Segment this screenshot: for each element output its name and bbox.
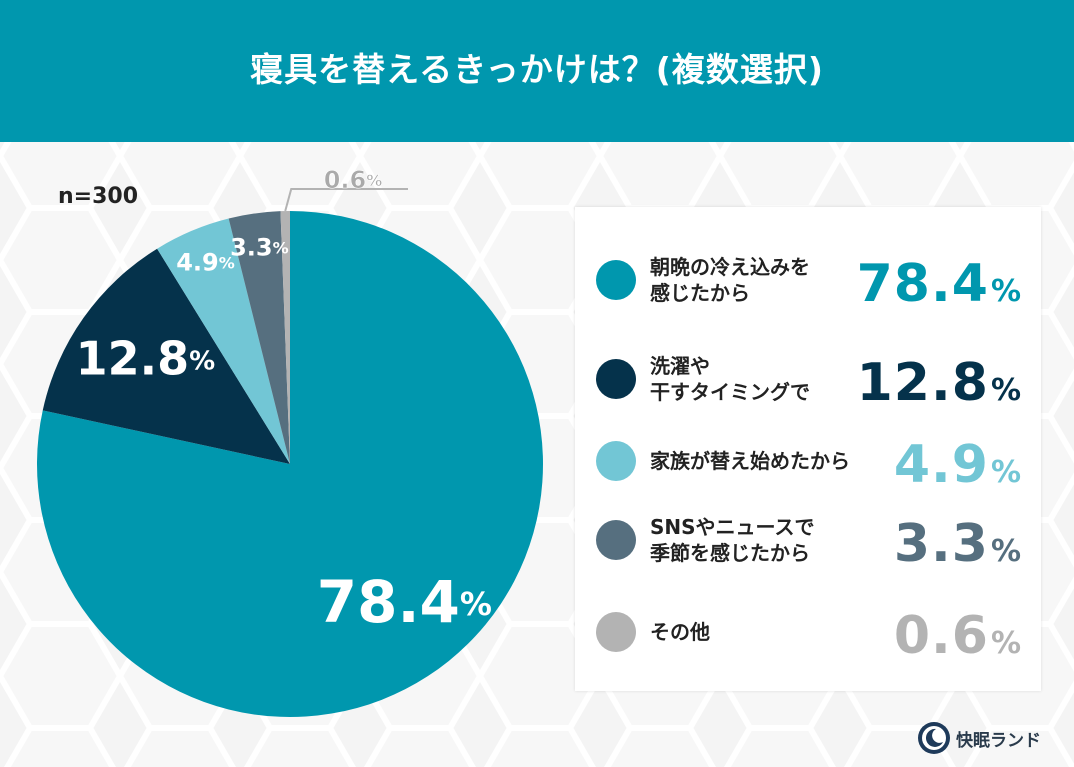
brand-logo: 快眠ランド [917,721,1041,755]
legend-value-percent: % [990,626,1021,661]
legend-value-percent: % [990,455,1021,490]
legend-color-dot [596,260,636,300]
legend-value: 12.8% [857,349,1021,413]
legend-label: 洗濯や 干すタイミングで [650,354,810,404]
legend-item: SNSやニュースで 季節を感じたから 3.3% [575,510,1041,574]
pie-slice [228,211,290,464]
slice-value-label: 78.4% [317,568,492,636]
legend-value-percent: % [990,373,1021,408]
sample-size-label: n=300 [58,184,139,209]
legend-color-dot [596,612,636,652]
legend-color-dot [596,359,636,399]
legend-item: 朝晩の冷え込みを 感じたから 78.4% [575,250,1041,314]
legend-value-number: 78.4 [856,254,989,314]
pie-slice [157,218,290,464]
legend-value-number: 4.9 [893,435,989,495]
legend-value: 78.4% [857,250,1021,314]
legend-color-dot [596,520,636,560]
legend-value: 4.9% [894,431,1021,495]
pie-slice [280,211,290,464]
legend-label: 家族が替え始めたから [650,449,850,473]
legend-label: SNSやニュースで 季節を感じたから [650,515,815,565]
legend-label: その他 [650,620,710,644]
slice-value-label: 0.6% [324,166,383,194]
legend-value-percent: % [990,534,1021,569]
legend-item: 家族が替え始めたから 4.9% [575,431,1041,495]
legend-color-dot [596,441,636,481]
legend-value-percent: % [990,274,1021,309]
legend-item: その他 0.6% [575,602,1041,666]
sleep-moon-logo-icon [918,722,950,754]
legend-item: 洗濯や 干すタイミングで 12.8% [575,349,1041,413]
legend-value-number: 3.3 [893,514,989,574]
legend-value: 0.6% [894,602,1021,666]
chart-title: 寝具を替えるきっかけは？(複数選択) [250,50,824,89]
brand-name: 快眠ランド [956,730,1041,751]
slice-value-label: 12.8% [76,331,216,385]
header-banner: 寝具を替えるきっかけは？(複数選択) [0,0,1074,142]
slice-value-label: 3.3% [230,234,289,262]
legend-panel: 朝晩の冷え込みを 感じたから 78.4% 洗濯や 干すタイミングで 12.8% 家族が替… [575,207,1041,691]
leader-line [284,188,408,212]
legend-value: 3.3% [894,510,1021,574]
pie-slice [36,211,543,717]
legend-value-number: 0.6 [893,606,989,666]
pie-slice [42,248,291,464]
legend-value-number: 12.8 [856,353,989,413]
slice-value-label: 4.9% [176,249,235,277]
legend-label: 朝晩の冷え込みを 感じたから [650,255,810,305]
